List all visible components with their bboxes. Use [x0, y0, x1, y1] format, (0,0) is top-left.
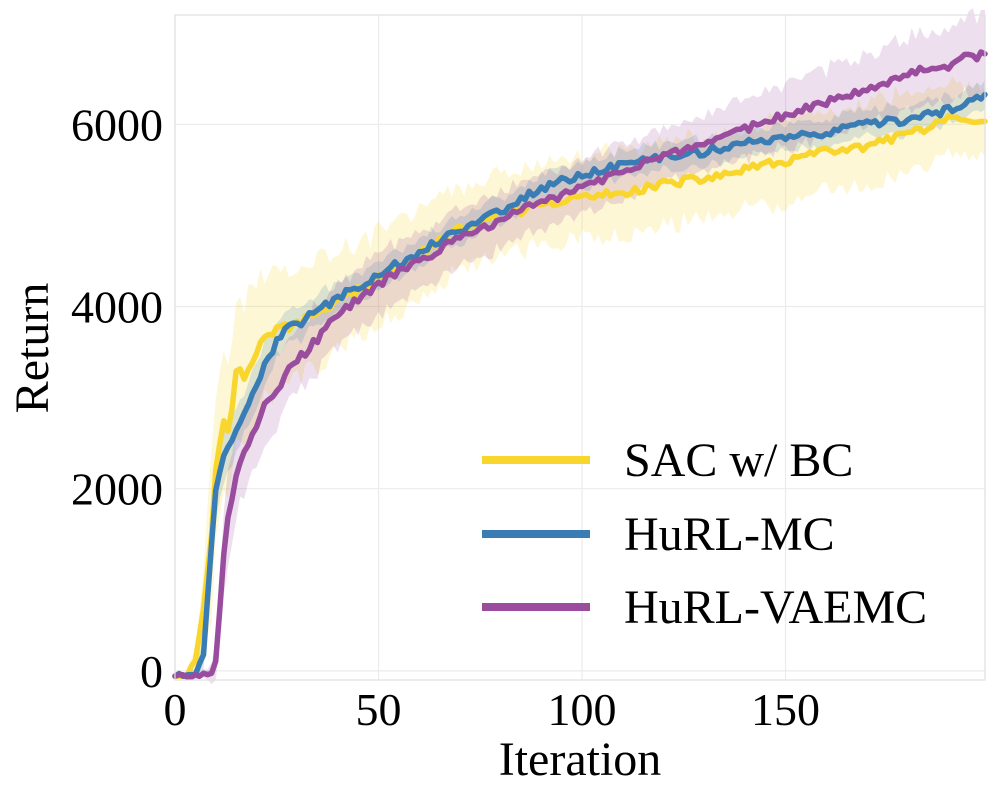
y-tick-label: 2000 [71, 464, 163, 515]
grid [174, 15, 985, 680]
x-tick-label: 100 [548, 684, 617, 735]
legend-label-hurl-mc: HuRL-MC [624, 508, 835, 561]
legend-label-hurl-vaemc: HuRL-VAEMC [624, 581, 927, 634]
tick-labels: 0 50 100 150 0 2000 4000 6000 [71, 99, 820, 735]
plot-frame [174, 14, 986, 681]
x-tick-label: 0 [164, 684, 187, 735]
x-tick-label: 50 [356, 684, 402, 735]
legend: SAC w/ BC HuRL-MC HuRL-VAEMC [482, 434, 927, 634]
y-axis-label: Return [6, 283, 59, 414]
y-tick-label: 4000 [71, 282, 163, 333]
x-axis-label: Iteration [499, 733, 662, 786]
band-sac-w-bc [175, 76, 985, 680]
x-tick-label: 150 [751, 684, 820, 735]
y-tick-label: 6000 [71, 99, 163, 150]
series-lines [172, 49, 988, 681]
series-line-hurl-vaemc [172, 49, 988, 681]
legend-label-sac-bc: SAC w/ BC [624, 434, 853, 487]
series-line-hurl-mc [172, 91, 988, 679]
y-tick-label: 0 [140, 646, 163, 697]
